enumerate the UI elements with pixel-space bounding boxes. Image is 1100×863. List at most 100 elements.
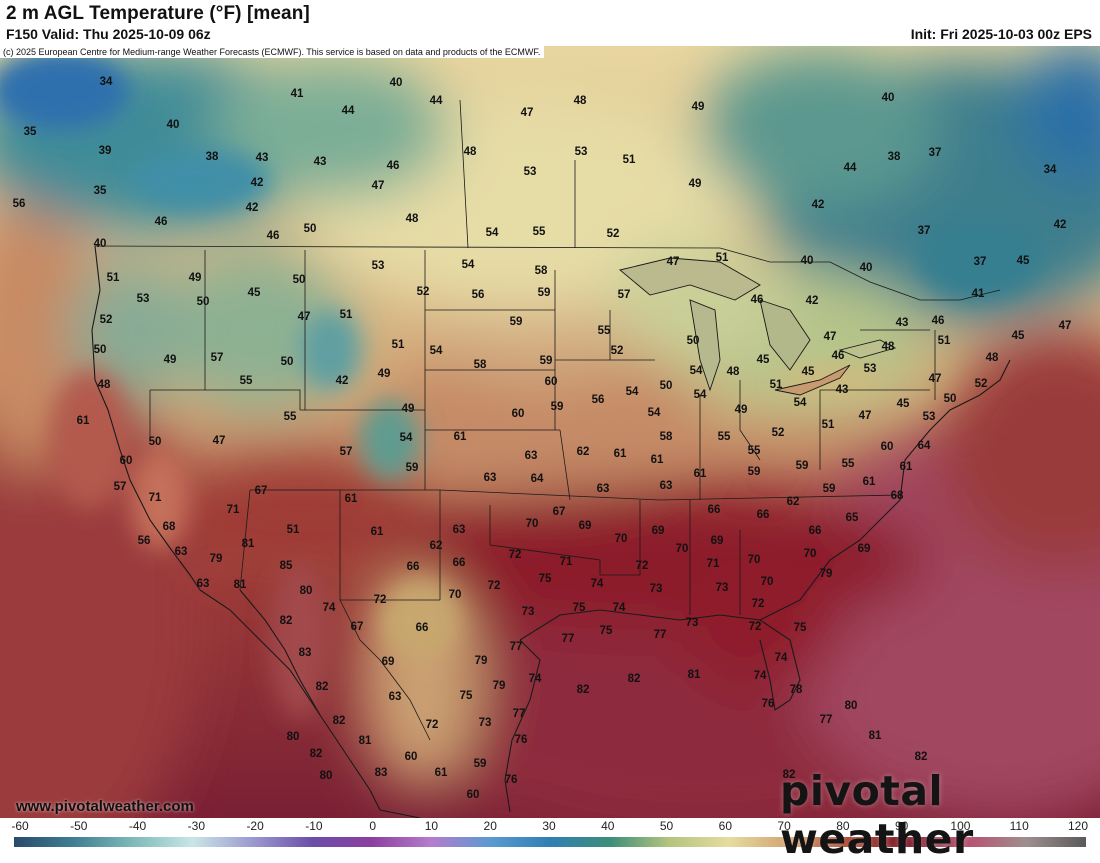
colorbar-tick-label: 50: [659, 819, 674, 833]
temperature-value: 52: [975, 378, 988, 390]
temperature-value: 60: [467, 789, 480, 801]
temperature-value: 69: [652, 525, 665, 537]
temperature-value: 52: [611, 345, 624, 357]
temperature-labels: 34 35 40 39 41 40 44 44 47 48 49 40 35 56 38 43 43 46 48 53…: [13, 76, 1072, 801]
temperature-value: 51: [822, 419, 835, 431]
colorbar-tick-label: 110: [1009, 819, 1029, 833]
colorbar-tick-label: 70: [777, 819, 791, 833]
temperature-value: 73: [650, 583, 663, 595]
temperature-value: 47: [929, 373, 942, 385]
colorbar-tick-label: -60: [11, 819, 29, 833]
temperature-value: 40: [882, 92, 895, 104]
temperature-value: 68: [891, 490, 904, 502]
temperature-value: 69: [711, 535, 724, 547]
borders: [94, 99, 1001, 741]
temperature-value: 53: [524, 166, 537, 178]
temperature-value: 82: [628, 673, 641, 685]
temperature-map[interactable]: 34 35 40 39 41 40 44 44 47 48 49 40 35 56 38 43 43 46 48 53…: [0, 46, 1100, 818]
temperature-value: 67: [255, 485, 268, 497]
temperature-value: 35: [24, 126, 37, 138]
temperature-value: 61: [77, 415, 90, 427]
temperature-value: 52: [100, 314, 113, 326]
temperature-value: 45: [248, 287, 261, 299]
temperature-value: 45: [897, 398, 910, 410]
temperature-value: 59: [796, 460, 809, 472]
temperature-value: 43: [314, 156, 327, 168]
temperature-value: 40: [94, 238, 107, 250]
temperature-value: 54: [648, 407, 661, 419]
temperature-value: 82: [316, 681, 329, 693]
temperature-value: 75: [460, 690, 473, 702]
temperature-value: 82: [783, 769, 796, 781]
colorbar-tick-label: 80: [836, 819, 850, 833]
temperature-value: 54: [486, 227, 499, 239]
temperature-value: 43: [836, 384, 849, 396]
temperature-value: 70: [449, 589, 462, 601]
temperature-value: 45: [757, 354, 770, 366]
temperature-value: 80: [287, 731, 300, 743]
temperature-value: 59: [538, 287, 551, 299]
temperature-value: 47: [1059, 320, 1072, 332]
temperature-value: 52: [417, 286, 430, 298]
temperature-value: 55: [718, 431, 731, 443]
temperature-value: 42: [806, 295, 819, 307]
temperature-value: 51: [770, 379, 783, 391]
temperature-value: 51: [107, 272, 120, 284]
temperature-value: 76: [515, 734, 528, 746]
temperature-value: 61: [651, 454, 664, 466]
temperature-value: 38: [888, 151, 901, 163]
temperature-value: 71: [560, 556, 573, 568]
temperature-value: 44: [342, 105, 355, 117]
colorbar: -60 -50 -40 -30 -20 -10 0 10 20 30 40 50 60 70 80 90 100…: [0, 818, 1100, 850]
temperature-value: 76: [762, 698, 775, 710]
temperature-value: 37: [929, 147, 942, 159]
temperature-value: 53: [864, 363, 877, 375]
temperature-value: 70: [804, 548, 817, 560]
temperature-value: 77: [513, 708, 526, 720]
temperature-value: 81: [234, 579, 247, 591]
temperature-value: 48: [882, 341, 895, 353]
temperature-value: 40: [167, 119, 180, 131]
temperature-value: 47: [372, 180, 385, 192]
temperature-value: 52: [607, 228, 620, 240]
temperature-value: 64: [531, 473, 544, 485]
map-canvas: 34 35 40 39 41 40 44 44 47 48 49 40 35 56 38 43 43 46 48 53…: [0, 46, 1100, 818]
temperature-value: 61: [614, 448, 627, 460]
temperature-value: 59: [406, 462, 419, 474]
temperature-value: 77: [820, 714, 833, 726]
temperature-value: 74: [591, 578, 604, 590]
temperature-value: 83: [299, 647, 312, 659]
colorbar-ticks: -60 -50 -40 -30 -20 -10 0 10 20 30 40 50 60 70 80 90 100…: [0, 818, 1100, 834]
temperature-value: 47: [213, 435, 226, 447]
temperature-value: 60: [881, 441, 894, 453]
temperature-value: 68: [163, 521, 176, 533]
temperature-value: 54: [430, 345, 443, 357]
temperature-value: 61: [435, 767, 448, 779]
temperature-value: 78: [790, 684, 803, 696]
temperature-value: 74: [613, 602, 626, 614]
temperature-value: 60: [405, 751, 418, 763]
temperature-value: 57: [211, 352, 224, 364]
temperature-value: 61: [345, 493, 358, 505]
temperature-value: 81: [869, 730, 882, 742]
temperature-value: 46: [751, 294, 764, 306]
temperature-value: 73: [686, 617, 699, 629]
temperature-value: 49: [692, 101, 705, 113]
temperature-value: 53: [575, 146, 588, 158]
temperature-value: 54: [794, 397, 807, 409]
temperature-value: 72: [636, 560, 649, 572]
temperature-value: 54: [400, 432, 413, 444]
temperature-value: 77: [510, 641, 523, 653]
temperature-value: 55: [284, 411, 297, 423]
temperature-value: 59: [474, 758, 487, 770]
website-link[interactable]: www.pivotalweather.com: [16, 798, 194, 815]
colorbar-tick-label: 20: [483, 819, 497, 833]
temperature-value: 80: [845, 700, 858, 712]
map-title: 2 m AGL Temperature (°F) [mean]: [6, 3, 310, 24]
temperature-value: 72: [509, 549, 522, 561]
temperature-value: 49: [378, 368, 391, 380]
temperature-value: 58: [474, 359, 487, 371]
temperature-value: 50: [197, 296, 210, 308]
temperature-value: 82: [333, 715, 346, 727]
temperature-value: 34: [1044, 164, 1057, 176]
